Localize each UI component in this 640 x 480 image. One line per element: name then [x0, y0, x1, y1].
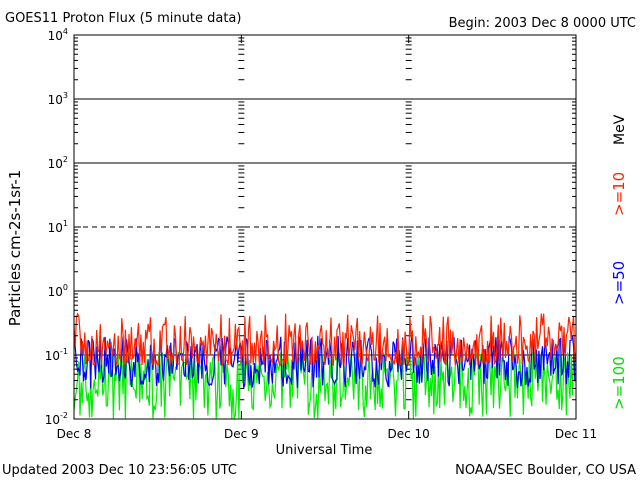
chart-title: GOES11 Proton Flux (5 minute data): [5, 11, 241, 26]
series-area: [73, 312, 577, 420]
credit: NOAA/SEC Boulder, CO USA: [455, 463, 636, 478]
series-line-0: [73, 312, 577, 367]
legend-series-50: >=50: [610, 261, 628, 305]
y-axis-label: Particles cm-2s-1sr-1: [6, 170, 24, 327]
updated-time: Updated 2003 Dec 10 23:56:05 UTC: [2, 463, 237, 478]
y-tick-label: 104: [48, 27, 68, 43]
y-tick-label: 102: [48, 155, 68, 171]
y-tick-label: 100: [48, 283, 68, 299]
y-tick-label: 10-2: [45, 411, 68, 427]
legend-series-100: >=100: [610, 356, 628, 410]
x-tick-label: Dec 11: [555, 427, 597, 441]
y-tick-label: 101: [48, 219, 68, 235]
x-tick-label: Dec 9: [224, 427, 259, 441]
axes: 10-2 10-1 100 101 102 103 104 Dec 8 Dec 9 Dec 10 D…: [45, 27, 597, 441]
plot-frame: [73, 34, 577, 420]
x-axis-label: Universal Time: [276, 443, 373, 458]
x-tick-label: Dec 10: [388, 427, 430, 441]
x-tick-label: Dec 8: [57, 427, 92, 441]
begin-time: Begin: 2003 Dec 8 0000 UTC: [449, 16, 636, 31]
legend-series-10: >=10: [610, 172, 628, 216]
legend-unit: MeV: [612, 114, 628, 145]
y-tick-label: 103: [48, 91, 68, 107]
y-tick-label: 10-1: [45, 347, 68, 363]
